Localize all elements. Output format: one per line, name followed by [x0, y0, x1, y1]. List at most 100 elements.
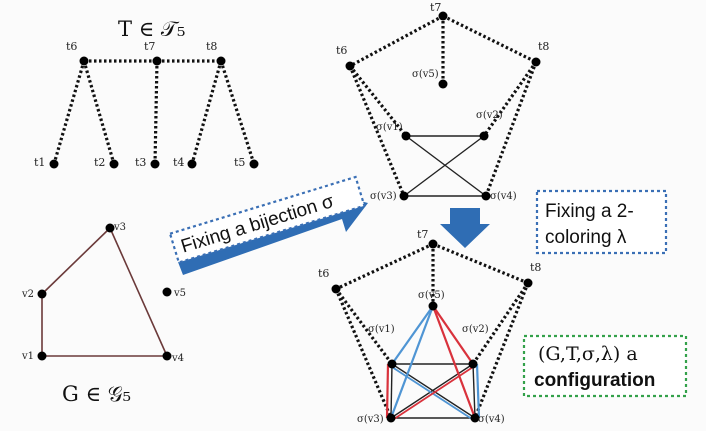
label-sigma-v5: σ(v5)	[418, 290, 445, 301]
tree-node-t5	[249, 159, 259, 169]
tree-edge	[219, 60, 256, 165]
node-sigma-v4	[481, 191, 491, 201]
label-sigma-v1: σ(v1)	[376, 122, 403, 133]
label-sigma-v2: σ(v2)	[462, 324, 489, 335]
node-sigma-v3	[399, 191, 409, 201]
graph-edge	[109, 227, 168, 357]
graph-node-v2	[37, 289, 47, 299]
tree-edge	[348, 65, 406, 197]
tree-node-t8	[216, 56, 226, 66]
node-sigma-v3	[386, 413, 396, 423]
label-sigma-v4: σ(v4)	[478, 414, 505, 425]
blue-edge	[475, 363, 481, 419]
tree-edge	[471, 282, 530, 365]
red-edge	[385, 363, 390, 419]
bijection-label-box	[168, 175, 366, 264]
tree-edge	[473, 282, 530, 419]
red-edge	[431, 305, 477, 419]
tree-title: T ∈ 𝒯₅	[118, 17, 185, 41]
graph-label-v5: v5	[173, 288, 186, 299]
graph-edge	[472, 363, 476, 419]
blue-edge	[389, 305, 435, 419]
node-t6	[331, 284, 341, 294]
graph-label-v2: v2	[21, 289, 34, 300]
graph-label-v1: v1	[21, 351, 34, 362]
node-sigma-v2	[468, 359, 478, 369]
configuration-box-border	[522, 334, 688, 398]
graph-edge	[403, 135, 485, 197]
coloring-box: Fixing a 2- coloring λ	[535, 189, 668, 255]
node-sigma-v5	[438, 79, 448, 89]
label-sigma-v2: σ(v2)	[476, 110, 503, 121]
node-t6	[345, 61, 355, 71]
red-edge	[390, 366, 474, 422]
bijection-arrow: Fixing a bijection σ	[168, 175, 368, 275]
node-t8	[523, 278, 533, 288]
tree-edge	[153, 60, 159, 165]
configuration-structure: t7 t6 t8 σ(v5) σ(v1) σ(v2) σ(v3) σ(v4)	[318, 228, 541, 425]
tree-label-t4: t4	[173, 156, 184, 169]
node-sigma-v2	[479, 131, 489, 141]
tree-label-t2: t2	[94, 156, 105, 169]
node-sigma-v1	[401, 131, 411, 141]
graph-edge	[391, 363, 476, 419]
label-t8: t8	[530, 261, 541, 274]
tree-edge	[432, 242, 529, 285]
graph-node-v4	[162, 351, 172, 361]
configuration-line-2: configuration	[534, 370, 655, 391]
blue-edge	[391, 305, 434, 365]
coloring-box-border	[535, 189, 668, 255]
label-sigma-v5: σ(v5)	[412, 69, 439, 80]
label-t8: t8	[538, 40, 549, 53]
graph-title: G ∈ 𝒢₅	[62, 382, 131, 406]
tree-node-t4	[187, 159, 197, 169]
tree-edge	[482, 61, 538, 137]
tree-node-t7	[152, 56, 162, 66]
tree-node-t1	[49, 159, 59, 169]
label-sigma-v1: σ(v1)	[368, 324, 395, 335]
label-sigma-v3: σ(v3)	[357, 414, 384, 425]
graph-label-v3: v3	[113, 222, 126, 233]
coloring-line-1: Fixing a 2-	[545, 201, 634, 222]
node-sigma-v1	[387, 359, 397, 369]
label-t6: t6	[318, 267, 329, 280]
tree-label-t8: t8	[206, 40, 217, 53]
node-t8	[531, 57, 541, 67]
graph-edge	[390, 363, 474, 419]
label-t7: t7	[430, 1, 441, 14]
tree-T: T ∈ 𝒯₅ t6 t7 t8 t1 t2 t3 t4 t5	[34, 17, 259, 169]
tree-edge	[334, 288, 394, 365]
red-edge	[432, 305, 474, 365]
label-sigma-v4: σ(v4)	[490, 191, 517, 202]
tree-node-t6	[79, 56, 89, 66]
label-sigma-v3: σ(v3)	[370, 191, 397, 202]
graph-G: v3 v2 v1 v4 v5 G ∈ 𝒢₅	[21, 222, 186, 406]
tree-edge	[335, 242, 434, 291]
node-sigma-v4	[470, 413, 480, 423]
tree-edge	[484, 61, 538, 197]
graph-node-v3	[105, 223, 115, 233]
tree-edge	[190, 60, 223, 165]
tree-label-t3: t3	[135, 156, 146, 169]
label-t7: t7	[417, 228, 428, 241]
tree-label-t6: t6	[66, 40, 77, 53]
graph-node-v1	[37, 351, 47, 361]
graph-edge	[405, 135, 487, 197]
graph-node-v5	[162, 287, 172, 297]
graph-edge	[390, 363, 393, 419]
tree-label-t1: t1	[34, 156, 45, 169]
tree-edge	[442, 14, 537, 64]
tree-edge	[52, 60, 86, 165]
tree-edge	[349, 14, 444, 68]
tree-edge	[82, 60, 116, 165]
tree-label-t5: t5	[234, 156, 245, 169]
mid-structure: t7 t6 t8 σ(v5) σ(v1) σ(v2) σ(v3) σ(v4)	[336, 1, 549, 202]
arrow-down-icon	[440, 208, 490, 248]
node-t7	[438, 11, 448, 21]
tree-node-t2	[109, 159, 119, 169]
configuration-box: (G,T,σ,λ) a configuration	[522, 334, 688, 398]
tree-label-t7: t7	[144, 40, 155, 53]
node-sigma-v5	[428, 301, 438, 311]
